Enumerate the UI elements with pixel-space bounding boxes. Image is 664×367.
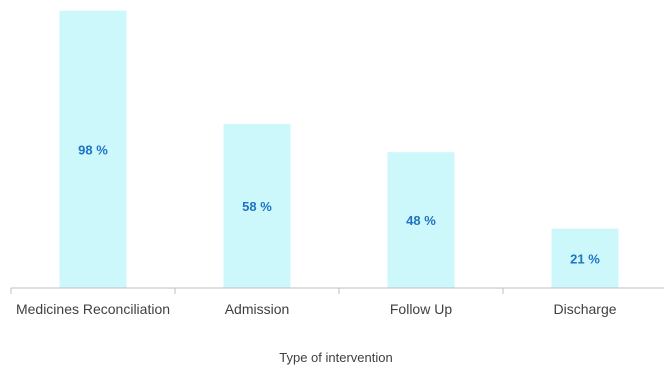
data-labels-group: 98 % 58 % 48 % 21 % (78, 142, 600, 266)
bar-admission (223, 123, 291, 289)
x-axis-ticks (10, 288, 504, 294)
bar-discharge (551, 228, 619, 288)
x-tick-label: Medicines Reconciliation (16, 301, 170, 317)
x-tick-label: Discharge (553, 301, 616, 317)
data-label: 58 % (242, 199, 272, 214)
data-label: 48 % (406, 213, 436, 228)
bars-group (59, 10, 619, 289)
x-tick-labels: Medicines Reconciliation Admission Follow … (16, 301, 617, 317)
x-tick-label: Admission (225, 301, 290, 317)
x-tick-label: Follow Up (390, 301, 452, 317)
data-label: 21 % (570, 251, 600, 266)
data-label: 98 % (78, 142, 108, 157)
bar-follow-up (387, 152, 455, 288)
x-axis-title: Type of intervention (279, 350, 392, 365)
bar-medicines-reconciliation (59, 10, 127, 288)
